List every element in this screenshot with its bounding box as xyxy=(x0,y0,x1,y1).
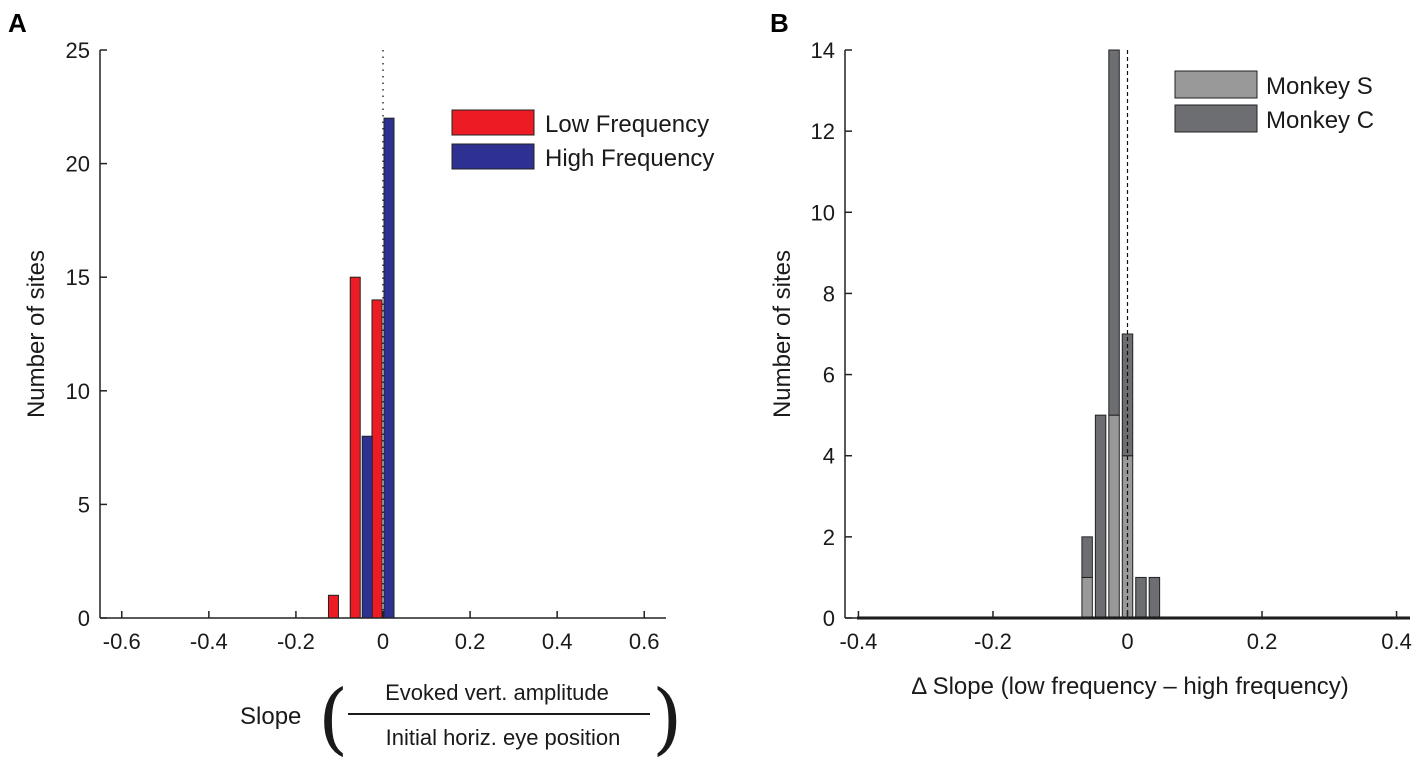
xlabel-numerator: Evoked vert. amplitude xyxy=(385,680,609,705)
chart-b-ticks: 0 2 4 6 8 10 12 14 -0.4 -0.2 0 0.2 0.4 xyxy=(811,38,1412,654)
chart-a-xtick-label: 0.2 xyxy=(455,629,486,654)
chart-a-bar-high-frequency xyxy=(361,435,373,619)
chart-b-ytick-label: 12 xyxy=(811,119,835,144)
chart-a-bar-low-frequency xyxy=(327,594,339,619)
chart-b-bar-monkey-c xyxy=(1094,414,1107,619)
chart-b-ylabel: Number of sites xyxy=(769,250,796,418)
chart-a-bars xyxy=(327,117,395,619)
chart-b-legend: Monkey S Monkey C xyxy=(1174,70,1374,134)
legend-label-high-frequency: High Frequency xyxy=(545,145,714,172)
chart-a-bar-low-frequency xyxy=(349,276,361,619)
chart-a-ytick-label: 15 xyxy=(66,265,90,290)
legend-label-low-frequency: Low Frequency xyxy=(545,111,709,138)
chart-a-ytick-label: 20 xyxy=(66,152,90,177)
legend-swatch-monkey-c xyxy=(1174,104,1258,133)
chart-a-xtick-label: 0 xyxy=(377,629,389,654)
chart-a-legend: Low Frequency High Frequency xyxy=(451,109,714,172)
chart-a-xlabel: Slope ( Evoked vert. amplitude Initial h… xyxy=(240,674,682,759)
chart-b-xtick-label: 0 xyxy=(1121,629,1133,654)
chart-b-ytick-label: 10 xyxy=(811,200,835,225)
chart-a-ticks: 0 5 10 15 20 25 -0.6 -0.4 -0.2 0 0.2 0.4 0.6 xyxy=(66,38,660,654)
chart-a-xtick-label: -0.6 xyxy=(103,629,141,654)
chart-b-bar-monkey-c xyxy=(1135,576,1147,619)
chart-a-ytick-label: 0 xyxy=(78,606,90,631)
chart-b-bar-monkey-c xyxy=(1148,576,1161,619)
legend-label-monkey-s: Monkey S xyxy=(1266,73,1373,100)
chart-a-xtick-label: -0.2 xyxy=(277,629,315,654)
chart-b-ytick-label: 4 xyxy=(823,444,835,469)
legend-label-monkey-c: Monkey C xyxy=(1266,107,1374,134)
panel-label-b: B xyxy=(770,8,789,38)
chart-b-xtick-label: -0.2 xyxy=(974,629,1012,654)
chart-b-ytick-label: 2 xyxy=(823,525,835,550)
chart-b-bar-monkey-c xyxy=(1108,49,1120,416)
chart-a-bar-low-frequency xyxy=(371,299,383,619)
chart-b-ytick-label: 6 xyxy=(823,363,835,388)
chart-b-ytick-label: 0 xyxy=(823,606,835,631)
legend-swatch-monkey-s xyxy=(1174,70,1258,99)
chart-b-bar-monkey-c xyxy=(1081,536,1093,578)
chart-a-xtick-label: 0.6 xyxy=(629,629,660,654)
chart-a-ytick-label: 25 xyxy=(66,38,90,63)
chart-a-ylabel: Number of sites xyxy=(23,250,50,418)
chart-a-ytick-label: 5 xyxy=(78,492,90,517)
chart-a-xtick-label: -0.4 xyxy=(190,629,228,654)
chart-b-xtick-label: 0.4 xyxy=(1381,629,1412,654)
chart-b-xtick-label: 0.2 xyxy=(1247,629,1278,654)
panel-label-a: A xyxy=(8,8,27,38)
chart-b-bar-monkey-s xyxy=(1108,414,1120,619)
chart-a-xtick-label: 0.4 xyxy=(542,629,573,654)
chart-b-xtick-label: -0.4 xyxy=(839,629,877,654)
chart-a-ytick-label: 10 xyxy=(66,379,90,404)
xlabel-slope-prefix: Slope xyxy=(240,703,301,730)
chart-a-bar-high-frequency xyxy=(383,117,395,619)
chart-b-bar-monkey-s xyxy=(1081,576,1093,619)
xlabel-denominator: Initial horiz. eye position xyxy=(386,725,621,750)
legend-swatch-low-frequency xyxy=(451,109,535,136)
chart-b-ytick-label: 8 xyxy=(823,281,835,306)
legend-swatch-high-frequency xyxy=(451,143,535,170)
xlabel-open-paren: ( xyxy=(318,674,348,759)
chart-b-bars xyxy=(1081,49,1161,619)
xlabel-close-paren: ) xyxy=(652,674,682,759)
chart-b-xlabel: Δ Slope (low frequency – high frequency) xyxy=(911,673,1349,700)
chart-b-ytick-label: 14 xyxy=(811,38,835,63)
